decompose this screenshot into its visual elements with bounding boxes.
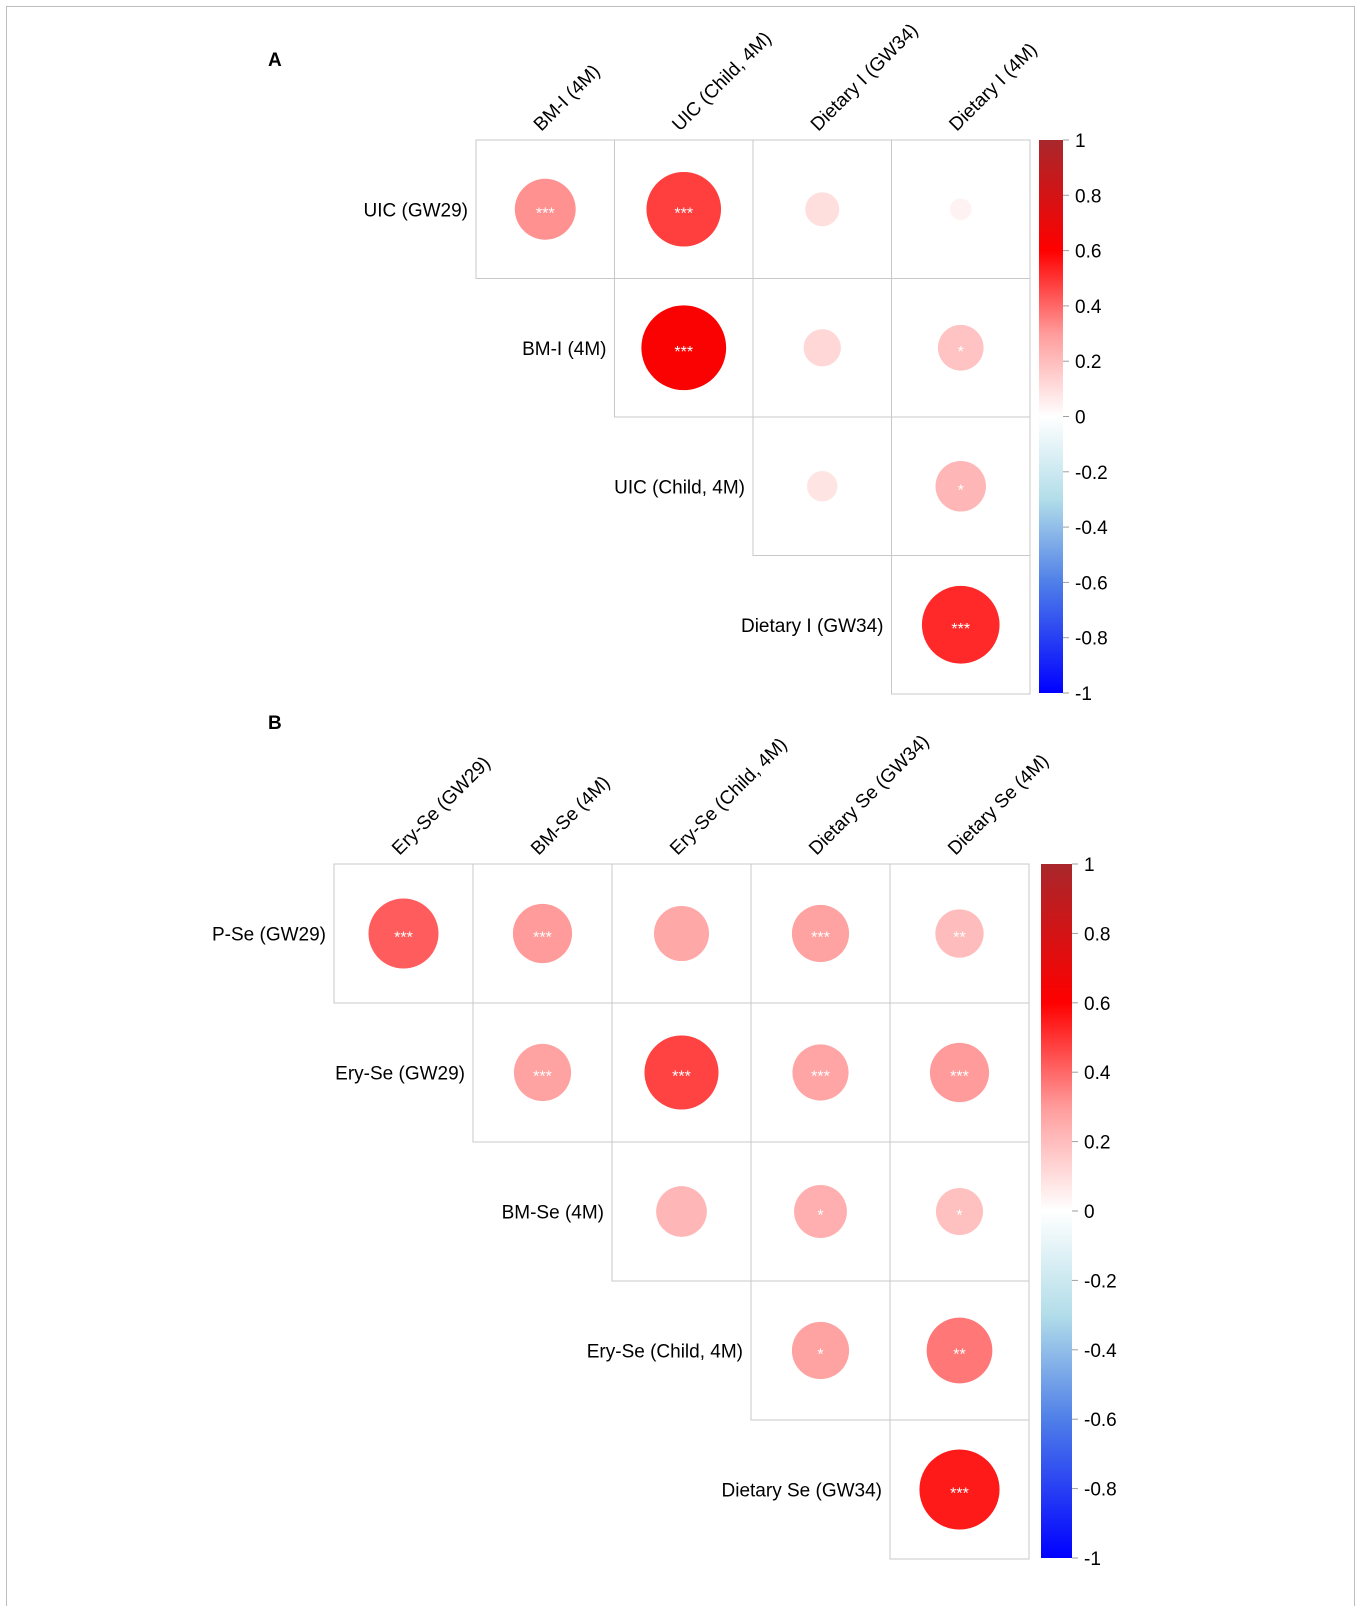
significance-stars: * [817,1208,823,1225]
significance-stars: * [958,344,964,361]
row-label: UIC (GW29) [364,200,469,221]
colorbar-tick-label: -0.6 [1075,573,1108,594]
column-label: Ery-Se (Child, 4M) [666,734,791,859]
column-label: Dietary Se (4M) [944,751,1053,860]
correlation-circle [935,1187,984,1236]
column-label: Ery-Se (GW29) [388,753,495,860]
correlation-circle [368,898,439,969]
significance-stars: *** [533,930,552,947]
significance-stars: *** [536,205,555,222]
colorbar-tick-label: 0 [1075,408,1086,429]
row-label: Dietary I (GW34) [741,616,884,637]
correlation-circle [926,1317,993,1384]
colorbar-tick-label: 0.8 [1075,186,1101,207]
colorbar [1041,864,1072,1558]
colorbar-tick-label: -1 [1084,1549,1101,1570]
significance-stars: ** [953,1347,965,1364]
colorbar-tick-label: 0.4 [1084,1063,1111,1084]
row-label: P-Se (GW29) [212,925,326,946]
column-label: Dietary I (GW34) [807,20,923,136]
correlation-circle [514,178,576,240]
significance-stars: *** [672,1069,691,1086]
colorbar-tick-label: 0.2 [1084,1133,1110,1154]
correlation-circle [929,1042,990,1103]
colorbar-tick-label: -0.2 [1084,1271,1117,1292]
correlation-circle [921,585,1000,664]
figure-frame [6,6,1355,1606]
correlation-circle [653,905,710,962]
row-label: BM-I (4M) [522,339,606,360]
colorbar-tick-label: 0.4 [1075,297,1102,318]
colorbar-tick-label: -0.2 [1075,463,1108,484]
correlation-circle [949,198,972,221]
significance-stars: *** [811,1069,830,1086]
row-label: Dietary Se (GW34) [722,1481,882,1502]
significance-stars: * [958,482,964,499]
colorbar-tick-label: 1 [1084,855,1095,876]
colorbar-tick-label: -1 [1075,684,1092,705]
significance-stars: *** [394,930,413,947]
correlation-circle [512,903,573,964]
grid-cell [891,555,1031,695]
row-label: Ery-Se (GW29) [335,1064,465,1085]
column-label: BM-Se (4M) [527,772,614,859]
correlation-circle [935,461,986,512]
correlation-circle [513,1043,572,1102]
colorbar-tick-label: 0.8 [1084,924,1110,945]
panel-letter-a: A [268,50,282,71]
column-label: Dietary I (4M) [945,39,1041,135]
column-label: BM-I (4M) [530,61,605,136]
correlation-circle [803,329,841,367]
column-label: Dietary Se (GW34) [805,731,933,859]
significance-stars: * [956,1208,962,1225]
significance-stars: *** [674,205,693,222]
significance-stars: *** [533,1069,552,1086]
significance-stars: *** [674,344,693,361]
correlation-circle [791,1321,850,1380]
correlation-circle [792,1044,849,1101]
colorbar-tick-label: -0.6 [1084,1410,1117,1431]
colorbar-tick-label: 0.2 [1075,352,1101,373]
correlation-circle [805,192,840,227]
grid-cell [889,1419,1030,1560]
correlation-circle [937,324,984,371]
significance-stars: *** [951,621,970,638]
column-label: UIC (Child, 4M) [668,28,775,135]
correlation-circle [807,471,838,502]
correlation-circle [919,1449,1000,1530]
colorbar-tick-label: -0.8 [1075,629,1108,650]
panel-letter-b: B [268,713,282,734]
colorbar-tick-label: -0.4 [1084,1341,1117,1362]
colorbar-tick-label: 1 [1075,131,1086,152]
correlation-plot-a: BM-I (4M) UIC (Child, 4M) Dietary I (GW34)… [364,20,1109,705]
correlation-plot-b: Ery-Se (GW29) BM-Se (4M) Ery-Se (Child, 4M… [212,731,1117,1570]
significance-stars: *** [950,1069,969,1086]
correlation-circle [646,171,722,247]
correlation-circle [641,305,727,391]
colorbar [1039,140,1063,693]
colorbar-tick-label: 0 [1084,1202,1095,1223]
significance-stars: *** [811,930,830,947]
significance-stars: *** [950,1486,969,1503]
colorbar-tick-label: -0.4 [1075,518,1108,539]
correlation-circle [791,904,850,963]
colorbar-tick-label: -0.8 [1084,1480,1117,1501]
colorbar-tick-label: 0.6 [1075,242,1101,263]
correlation-circle [656,1186,707,1237]
significance-stars: * [817,1347,823,1364]
correlation-circle [644,1035,719,1110]
correlation-circle [935,909,984,958]
significance-stars: ** [953,930,965,947]
colorbar-tick-label: 0.6 [1084,994,1110,1015]
row-label: UIC (Child, 4M) [614,477,745,498]
correlation-circle [794,1185,847,1238]
row-label: Ery-Se (Child, 4M) [587,1342,743,1363]
row-label: BM-Se (4M) [502,1203,604,1224]
